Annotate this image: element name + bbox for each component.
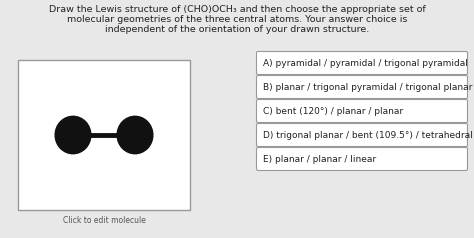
Text: Draw the Lewis structure of (CHO)OCH₃ and then choose the appropriate set of: Draw the Lewis structure of (CHO)OCH₃ an… (49, 5, 425, 15)
Text: B) planar / trigonal pyramidal / trigonal planar: B) planar / trigonal pyramidal / trigona… (263, 83, 473, 91)
Text: C) bent (120°) / planar / planar: C) bent (120°) / planar / planar (263, 106, 403, 115)
FancyBboxPatch shape (256, 99, 467, 123)
Text: E) planar / planar / linear: E) planar / planar / linear (263, 154, 376, 164)
FancyBboxPatch shape (256, 124, 467, 147)
Text: A) pyramidal / pyramidal / trigonal pyramidal: A) pyramidal / pyramidal / trigonal pyra… (263, 59, 468, 68)
Text: Click to edit molecule: Click to edit molecule (63, 216, 146, 225)
Text: molecular geometries of the three central atoms. Your answer choice is: molecular geometries of the three centra… (67, 15, 407, 25)
FancyBboxPatch shape (256, 75, 467, 99)
FancyBboxPatch shape (256, 148, 467, 170)
Text: independent of the orientation of your drawn structure.: independent of the orientation of your d… (105, 25, 369, 35)
FancyBboxPatch shape (256, 51, 467, 74)
Ellipse shape (55, 116, 91, 154)
Text: D) trigonal planar / bent (109.5°) / tetrahedral: D) trigonal planar / bent (109.5°) / tet… (263, 130, 473, 139)
Ellipse shape (117, 116, 153, 154)
FancyBboxPatch shape (18, 60, 190, 210)
